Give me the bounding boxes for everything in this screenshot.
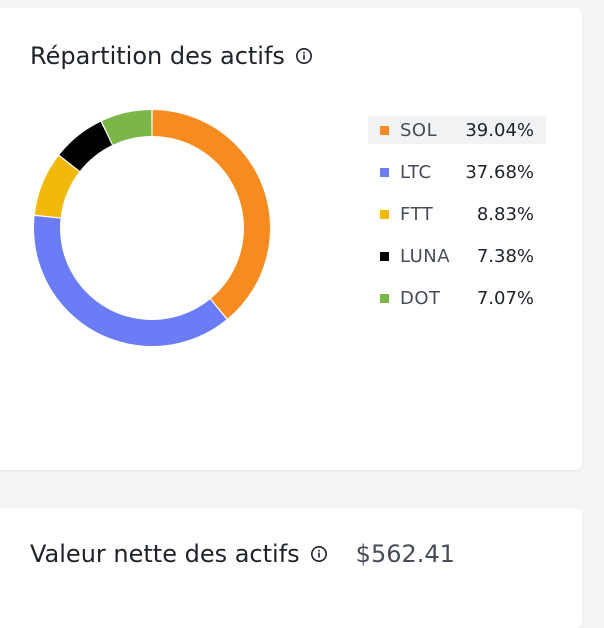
legend-item-dot[interactable]: DOT 7.07% xyxy=(368,284,546,312)
legend-item-luna[interactable]: LUNA 7.38% xyxy=(368,242,546,270)
legend-percentage: 8.83% xyxy=(476,203,534,225)
networth-title-text: Valeur nette des actifs xyxy=(30,540,300,568)
legend-label: LTC xyxy=(400,161,432,183)
donut-slice-luna[interactable] xyxy=(59,121,112,171)
donut-slice-ltc[interactable] xyxy=(33,215,227,346)
allocation-donut-chart xyxy=(33,110,270,346)
legend-item-ftt[interactable]: FTT 8.83% xyxy=(368,200,546,228)
legend-swatch xyxy=(380,167,389,177)
donut-slice-dot[interactable] xyxy=(101,110,152,145)
info-icon[interactable] xyxy=(310,545,328,563)
legend-percentage: 7.07% xyxy=(476,287,534,309)
legend-item-sol[interactable]: SOL 39.04% xyxy=(368,116,546,144)
legend-swatch xyxy=(380,125,389,135)
chart-legend: SOL 39.04% LTC 37.68% FTT 8.83% LUNA 7.38% DOT 7.… xyxy=(368,116,546,326)
legend-label: FTT xyxy=(400,203,434,225)
allocation-title: Répartition des actifs xyxy=(30,42,313,70)
legend-label: SOL xyxy=(400,119,438,141)
allocation-title-text: Répartition des actifs xyxy=(30,42,285,70)
legend-percentage: 37.68% xyxy=(465,161,534,183)
legend-label: DOT xyxy=(400,287,441,309)
legend-percentage: 39.04% xyxy=(465,119,534,141)
networth-value: $562.41 xyxy=(355,540,455,568)
legend-swatch xyxy=(380,251,389,261)
net-worth-card: Valeur nette des actifs $562.41 xyxy=(0,508,582,628)
legend-swatch xyxy=(380,293,389,303)
legend-label: LUNA xyxy=(400,245,451,267)
legend-swatch xyxy=(380,209,389,219)
info-icon[interactable] xyxy=(295,47,313,65)
asset-allocation-card: Répartition des actifs SOL 39.04% LTC 37.68… xyxy=(0,8,582,470)
legend-percentage: 7.38% xyxy=(476,245,534,267)
donut-slice-ftt[interactable] xyxy=(34,155,80,218)
legend-item-ltc[interactable]: LTC 37.68% xyxy=(368,158,546,186)
networth-title: Valeur nette des actifs $562.41 xyxy=(30,540,455,568)
donut-slice-sol[interactable] xyxy=(152,110,270,319)
